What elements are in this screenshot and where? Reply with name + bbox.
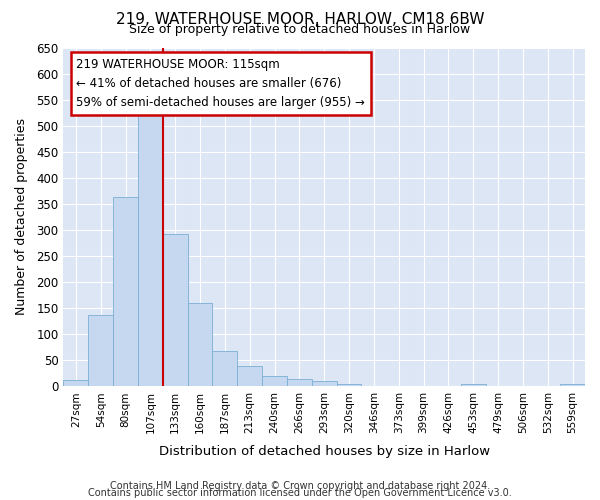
Bar: [188, 303, 212, 386]
Text: 219, WATERHOUSE MOOR, HARLOW, CM18 6BW: 219, WATERHOUSE MOOR, HARLOW, CM18 6BW: [116, 12, 484, 28]
Bar: [64, 380, 88, 386]
Bar: [262, 376, 287, 386]
Bar: [560, 384, 585, 386]
Text: Contains HM Land Registry data © Crown copyright and database right 2024.: Contains HM Land Registry data © Crown c…: [110, 481, 490, 491]
X-axis label: Distribution of detached houses by size in Harlow: Distribution of detached houses by size …: [158, 444, 490, 458]
Bar: [88, 315, 113, 386]
Text: 219 WATERHOUSE MOOR: 115sqm
← 41% of detached houses are smaller (676)
59% of se: 219 WATERHOUSE MOOR: 115sqm ← 41% of det…: [76, 58, 365, 108]
Bar: [138, 105, 163, 386]
Bar: [212, 351, 237, 386]
Bar: [113, 197, 138, 386]
Text: Size of property relative to detached houses in Harlow: Size of property relative to detached ho…: [130, 22, 470, 36]
Bar: [312, 381, 337, 386]
Bar: [237, 366, 262, 386]
Y-axis label: Number of detached properties: Number of detached properties: [15, 118, 28, 316]
Bar: [163, 234, 188, 386]
Text: Contains public sector information licensed under the Open Government Licence v3: Contains public sector information licen…: [88, 488, 512, 498]
Bar: [337, 384, 361, 386]
Bar: [287, 378, 312, 386]
Bar: [461, 384, 485, 386]
